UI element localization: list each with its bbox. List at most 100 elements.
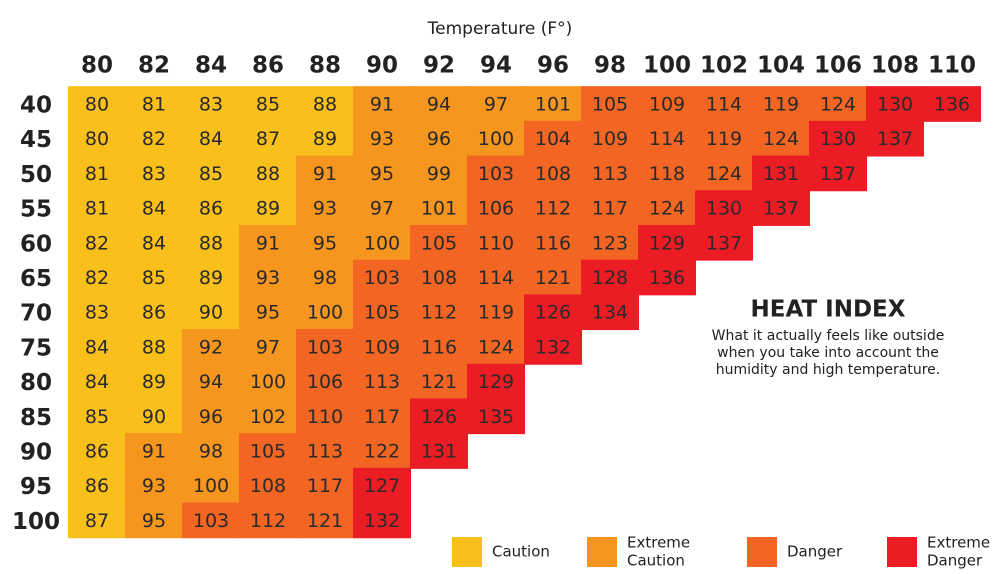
cell xyxy=(68,433,126,469)
cell-value: 124 xyxy=(820,94,856,116)
row-header: 70 xyxy=(20,301,52,327)
cell-value: 88 xyxy=(256,163,280,185)
cell-value: 100 xyxy=(250,371,286,393)
cell xyxy=(239,120,297,157)
cell xyxy=(638,190,696,226)
cell-value: 96 xyxy=(199,406,223,428)
cell-value: 116 xyxy=(535,232,571,254)
legend-swatch xyxy=(747,537,777,567)
cell-value: 106 xyxy=(307,371,343,393)
cell-value: 113 xyxy=(592,163,628,185)
cell xyxy=(68,398,126,435)
cell xyxy=(410,120,468,157)
cell-value: 121 xyxy=(535,267,571,289)
cell xyxy=(695,120,753,157)
cell-value: 114 xyxy=(478,267,514,289)
cell xyxy=(638,86,696,122)
row-header: 55 xyxy=(20,197,52,223)
cell xyxy=(68,155,126,192)
cell xyxy=(353,502,411,539)
cell-value: 100 xyxy=(307,302,343,324)
cell xyxy=(125,363,183,400)
cell xyxy=(467,363,525,400)
cell-value: 112 xyxy=(535,198,571,220)
cell xyxy=(752,86,810,122)
cell-value: 134 xyxy=(592,302,628,324)
cell xyxy=(182,502,240,539)
cell-value: 88 xyxy=(313,94,337,116)
cell-value: 103 xyxy=(478,163,514,185)
cell xyxy=(581,190,639,226)
cell-value: 91 xyxy=(313,163,337,185)
cell xyxy=(353,467,411,504)
legend-label: Danger xyxy=(787,543,843,561)
cell-value: 85 xyxy=(142,267,166,289)
column-header: 110 xyxy=(928,53,976,79)
cell-value: 113 xyxy=(364,371,400,393)
cell-value: 137 xyxy=(877,128,913,150)
cell xyxy=(239,329,297,365)
cell-value: 127 xyxy=(364,475,400,497)
cell-value: 104 xyxy=(535,128,571,150)
cell xyxy=(467,259,525,296)
legend-swatch xyxy=(887,537,917,567)
cell-value: 128 xyxy=(592,267,628,289)
cell-value: 95 xyxy=(142,510,166,532)
row-header: 95 xyxy=(20,474,52,500)
cell-value: 109 xyxy=(592,128,628,150)
cell-value: 117 xyxy=(307,475,343,497)
cell xyxy=(68,329,126,365)
info-line: when you take into account the xyxy=(717,345,939,361)
cell xyxy=(68,224,126,261)
cell xyxy=(125,224,183,261)
cell-value: 109 xyxy=(364,336,400,358)
cell-value: 110 xyxy=(307,406,343,428)
cell xyxy=(182,155,240,192)
row-header: 75 xyxy=(20,335,52,361)
cell xyxy=(239,86,297,122)
cell xyxy=(296,86,354,122)
cell xyxy=(125,467,183,504)
cell xyxy=(467,294,525,331)
cell xyxy=(296,502,354,539)
cell xyxy=(68,190,126,226)
cell-value: 121 xyxy=(307,510,343,532)
cell-value: 130 xyxy=(877,94,913,116)
cell-value: 114 xyxy=(706,94,742,116)
cell-value: 85 xyxy=(199,163,223,185)
cell-value: 124 xyxy=(478,336,514,358)
cell xyxy=(809,120,867,157)
cell xyxy=(581,155,639,192)
cell xyxy=(182,190,240,226)
cell-value: 129 xyxy=(478,371,514,393)
cell-value: 89 xyxy=(142,371,166,393)
cell-value: 131 xyxy=(421,441,457,463)
cell-value: 116 xyxy=(421,336,457,358)
cell xyxy=(581,120,639,157)
cell xyxy=(296,259,354,296)
cell-value: 108 xyxy=(250,475,286,497)
cell-value: 83 xyxy=(199,94,223,116)
row-header: 60 xyxy=(20,231,52,257)
info-line: humidity and high temperature. xyxy=(716,362,941,378)
cell xyxy=(353,398,411,435)
cell-value: 83 xyxy=(85,302,109,324)
cell xyxy=(182,86,240,122)
cell-value: 137 xyxy=(763,198,799,220)
cell-value: 82 xyxy=(85,267,109,289)
cell xyxy=(524,190,582,226)
row-header: 65 xyxy=(20,266,52,292)
cell-value: 84 xyxy=(85,371,109,393)
cell-value: 105 xyxy=(592,94,628,116)
cell-value: 99 xyxy=(427,163,451,185)
row-header: 40 xyxy=(20,93,52,119)
cell xyxy=(467,155,525,192)
cell-value: 100 xyxy=(364,232,400,254)
cell xyxy=(524,224,582,261)
row-header: 45 xyxy=(20,127,52,153)
legend-swatch xyxy=(452,537,482,567)
legend-swatch xyxy=(587,537,617,567)
cell xyxy=(410,224,468,261)
info-title: HEAT INDEX xyxy=(750,297,905,323)
cell-value: 124 xyxy=(763,128,799,150)
